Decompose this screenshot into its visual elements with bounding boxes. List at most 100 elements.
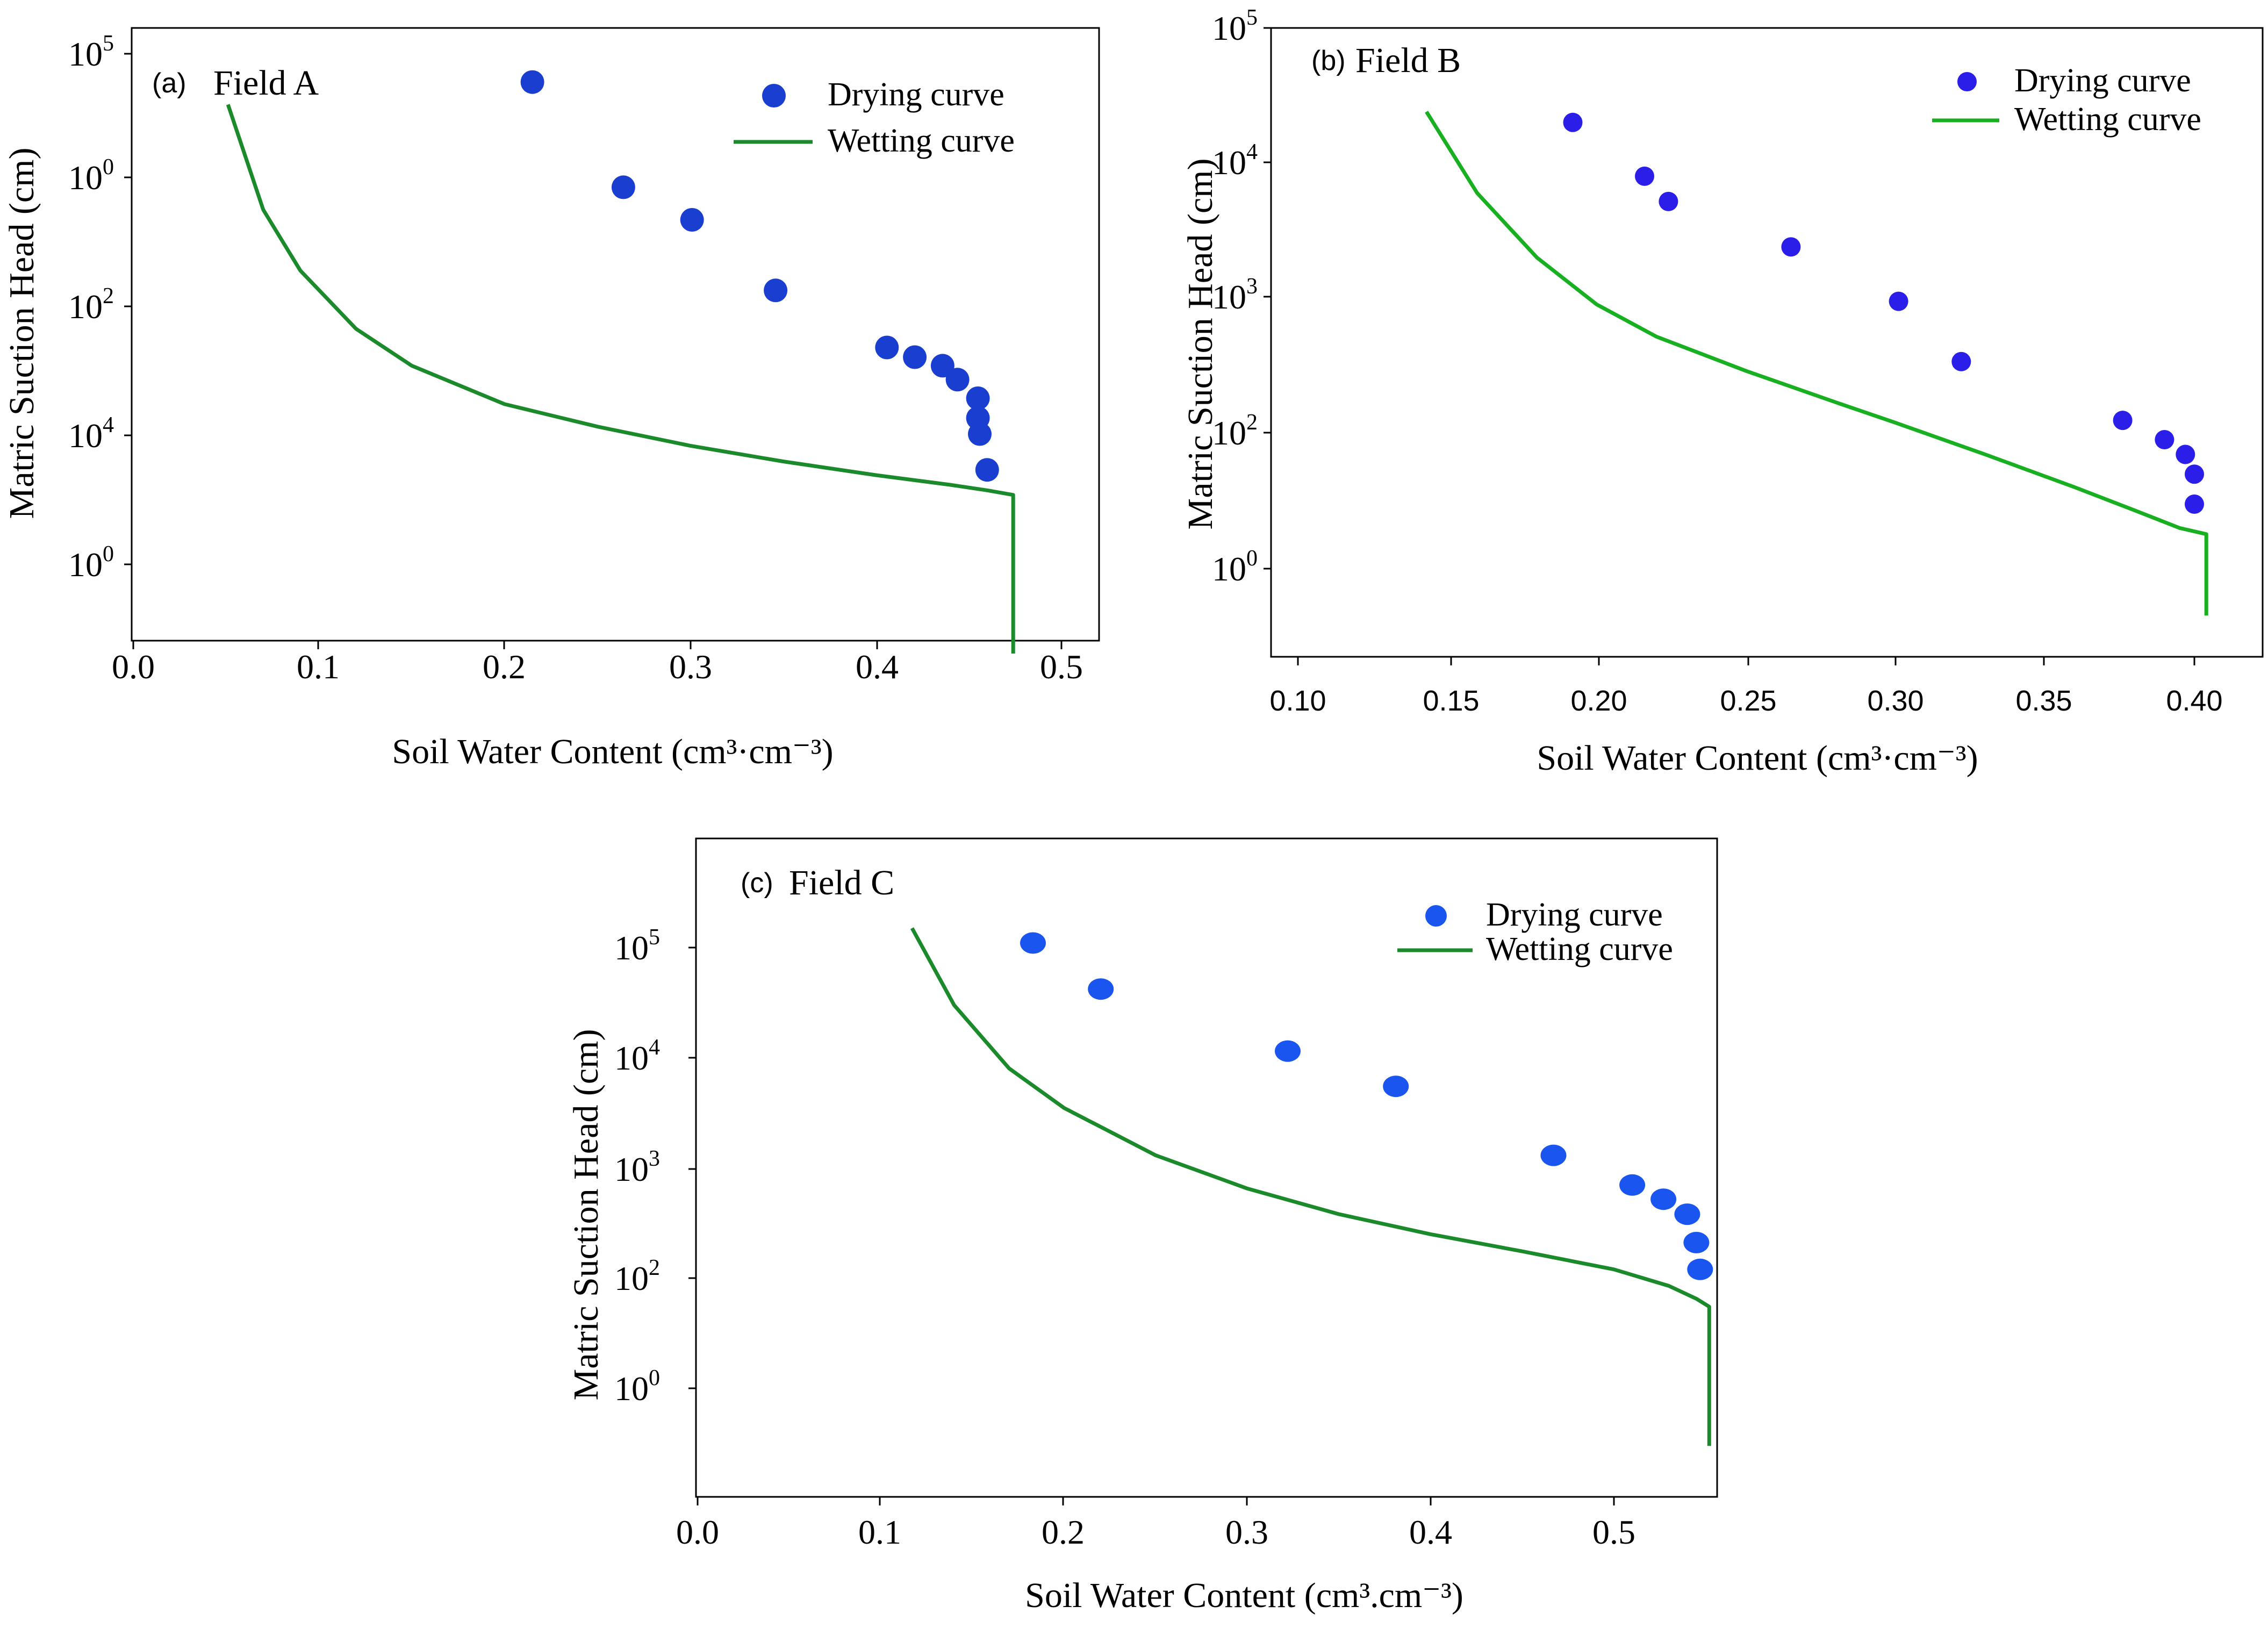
legend: Drying curve Wetting curve	[734, 76, 1015, 159]
drying-curve-point	[1889, 291, 1908, 311]
y-tick-label: 100	[1212, 546, 1258, 588]
wetting-curve-line	[1425, 111, 2208, 616]
drying-curve-point	[1674, 1203, 1700, 1225]
panel-tag: (c)	[741, 867, 773, 899]
x-axis-title: Soil Water Content (cm³.cm⁻³)	[1025, 1576, 1463, 1615]
drying-curve-point	[520, 70, 544, 94]
x-tick-label: 0.5	[1592, 1513, 1635, 1551]
chart-panel-b: 0.10 0.15 0.20 0.25 0.30 0.35 0.40 105 104 103 102…	[1181, 5, 2264, 778]
plot-frame	[695, 837, 1718, 1498]
drying-curve-point	[1563, 112, 1583, 132]
x-tick-label: 0.1	[297, 648, 340, 686]
drying-curve-point	[680, 208, 704, 232]
y-tick-label: 103	[614, 1146, 660, 1188]
y-tick-label: 105	[614, 925, 660, 967]
drying-curve-point	[611, 175, 635, 199]
drying-curve-point	[1619, 1174, 1646, 1196]
legend-marker-drying	[1425, 905, 1447, 927]
x-tick-label: 0.25	[1720, 685, 1776, 717]
panel-title: Field C	[789, 863, 894, 902]
x-tick-label: 0.2	[1042, 1513, 1085, 1551]
drying-curve-point	[1650, 1188, 1677, 1210]
drying-curve-point	[1659, 191, 1678, 211]
legend-label-drying: Drying curve	[2014, 62, 2191, 99]
x-tick-label: 0.2	[483, 648, 526, 686]
legend-label-drying: Drying curve	[1486, 897, 1663, 933]
wetting-curve-line	[226, 104, 1015, 654]
y-tick-label: 105	[1212, 5, 1258, 47]
drying-curve-point	[1687, 1258, 1713, 1280]
y-tick-label: 103	[1212, 274, 1258, 316]
legend-marker-drying	[1957, 72, 1977, 91]
x-tick-label: 0.10	[1269, 685, 1326, 717]
wetting-curve-line	[910, 927, 1711, 1446]
x-tick-label: 0.15	[1423, 685, 1479, 717]
legend-label-wetting: Wetting curve	[1486, 931, 1673, 967]
panel-title: Field B	[1355, 41, 1461, 80]
plot-frame	[131, 27, 1100, 642]
drying-curve-point	[764, 278, 788, 303]
x-tick-label: 0.4	[1409, 1513, 1452, 1551]
legend-marker-drying	[762, 84, 786, 107]
x-tick-label: 0.30	[1867, 685, 1924, 717]
y-axis-title: Matric Suction Head (cm)	[566, 1029, 606, 1401]
drying-curve-point	[1951, 352, 1971, 371]
x-tick-label: 0.40	[2166, 685, 2222, 717]
legend-label-wetting: Wetting curve	[828, 123, 1015, 159]
x-axis-title: Soil Water Content (cm³·cm⁻³)	[1537, 738, 1978, 778]
panel-tag: (a)	[152, 68, 186, 99]
y-tick-label: 100	[68, 155, 114, 197]
panel-tag: (b)	[1311, 45, 1346, 76]
x-tick-label: 0.0	[676, 1513, 719, 1551]
y-tick-label: 105	[68, 31, 114, 73]
drying-curve-point	[1275, 1040, 1301, 1062]
drying-curve-point	[1635, 166, 1654, 186]
drying-curve-point	[1020, 932, 1046, 954]
y-axis-title: Matric Suction Head (cm)	[1181, 159, 1220, 530]
y-tick-label: 100	[68, 542, 114, 584]
x-axis-title: Soil Water Content (cm³·cm⁻³)	[392, 732, 833, 771]
drying-curve-point	[2113, 411, 2133, 431]
x-tick-label: 0.3	[1225, 1513, 1268, 1551]
legend-label-drying: Drying curve	[828, 76, 1004, 113]
x-tick-label: 0.35	[2015, 685, 2072, 717]
y-axis-title: Matric Suction Head (cm)	[2, 148, 41, 519]
drying-curve-point	[1781, 237, 1801, 257]
drying-curve-point	[1088, 978, 1114, 1000]
y-tick-label: 104	[614, 1035, 660, 1077]
x-tick-label: 0.20	[1570, 685, 1627, 717]
y-tick-label: 104	[68, 413, 114, 455]
drying-curve-point	[945, 368, 970, 392]
x-tick-label: 0.3	[669, 648, 712, 686]
x-tick-label: 0.0	[112, 648, 155, 686]
chart-panel-c: 0.0 0.1 0.2 0.3 0.4 0.5 105 104 103 102 100Matric …	[566, 837, 1718, 1615]
x-tick-label: 0.4	[856, 648, 899, 686]
drying-curve-point	[2176, 444, 2195, 464]
y-tick-label: 100	[614, 1366, 660, 1408]
drying-curve-point	[1540, 1144, 1567, 1166]
y-tick-label: 104	[1212, 140, 1258, 182]
chart-panel-a: 0.0 0.1 0.2 0.3 0.4 0.5 105 100 102 104 100 Matric …	[2, 27, 1100, 771]
drying-curve-point	[1683, 1231, 1710, 1253]
drying-curve-point	[2185, 464, 2204, 484]
drying-curve-point	[2185, 494, 2204, 514]
drying-curve-point	[930, 354, 954, 378]
legend-label-wetting: Wetting curve	[2014, 101, 2201, 138]
drying-curve-point	[2155, 430, 2174, 449]
drying-curve-point	[966, 386, 990, 410]
drying-curve-point	[903, 345, 927, 369]
plot-frame	[1270, 27, 2264, 658]
drying-curve-point	[968, 422, 992, 446]
y-tick-label: 102	[68, 284, 114, 326]
y-tick-label: 102	[614, 1256, 660, 1297]
x-tick-label: 0.5	[1040, 648, 1083, 686]
x-tick-label: 0.1	[858, 1513, 901, 1551]
panel-title: Field A	[213, 63, 319, 103]
y-tick-label: 102	[1212, 410, 1258, 452]
drying-curve-point	[1383, 1075, 1409, 1098]
drying-curve-point	[975, 458, 999, 482]
drying-curve-point	[875, 335, 899, 360]
